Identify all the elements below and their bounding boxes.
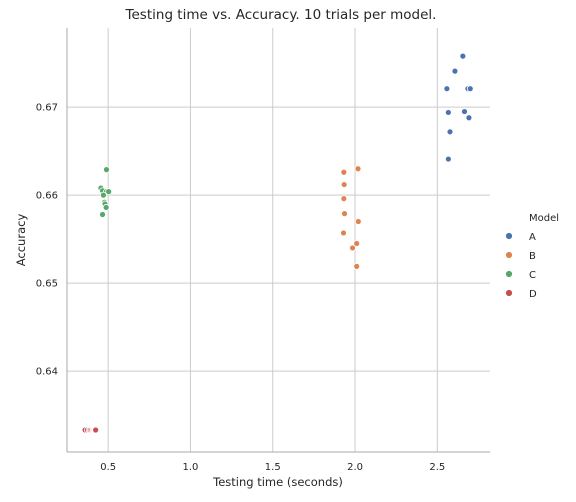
x-tick-label: 1.5 bbox=[265, 462, 281, 473]
data-point-model-b bbox=[340, 195, 348, 203]
data-point-model-b bbox=[354, 165, 362, 173]
legend-title: Model bbox=[529, 213, 559, 224]
legend-label-c: C bbox=[529, 270, 536, 281]
data-point-model-c bbox=[99, 211, 106, 218]
x-tick-label: 0.5 bbox=[100, 462, 116, 473]
data-points bbox=[81, 52, 474, 434]
data-point-model-a bbox=[443, 85, 451, 93]
x-tick-label: 2.0 bbox=[347, 462, 363, 473]
data-point-model-b bbox=[353, 262, 361, 270]
data-point-model-a bbox=[451, 67, 459, 75]
y-tick-label: 0.65 bbox=[36, 279, 58, 290]
x-tick-label: 1.0 bbox=[182, 462, 198, 473]
data-point-model-c bbox=[99, 191, 107, 199]
legend-marker-a bbox=[505, 232, 513, 240]
data-point-model-a bbox=[465, 114, 473, 122]
data-point-model-b bbox=[349, 244, 356, 252]
data-point-model-b bbox=[340, 168, 348, 176]
x-tick-label: 2.5 bbox=[429, 462, 445, 473]
y-tick-label: 0.64 bbox=[36, 367, 58, 378]
data-point-model-a bbox=[466, 85, 474, 93]
data-point-model-c bbox=[102, 204, 110, 211]
data-point-model-a bbox=[444, 109, 452, 116]
legend-marker-d bbox=[505, 289, 513, 297]
x-axis-label: Testing time (seconds) bbox=[212, 475, 343, 489]
grid-lines bbox=[67, 28, 490, 452]
data-point-model-b bbox=[340, 181, 348, 188]
data-point-model-c bbox=[103, 166, 110, 174]
tick-labels: 0.5 1.0 1.5 2.0 2.5 0.64 0.65 0.66 0.67 bbox=[36, 103, 446, 473]
data-point-model-d bbox=[92, 426, 100, 434]
data-point-model-b bbox=[340, 229, 347, 237]
y-tick-label: 0.66 bbox=[36, 191, 58, 202]
y-axis-label: Accuracy bbox=[14, 214, 28, 267]
data-point-model-b bbox=[354, 218, 362, 225]
data-point-model-a bbox=[446, 128, 454, 136]
legend-marker-b bbox=[505, 251, 513, 259]
y-tick-label: 0.67 bbox=[36, 103, 58, 114]
data-point-model-a bbox=[444, 155, 452, 163]
chart-title: Testing time vs. Accuracy. 10 trials per… bbox=[125, 7, 437, 23]
data-point-model-a bbox=[459, 52, 467, 60]
data-point-model-c bbox=[105, 188, 113, 196]
legend-label-b: B bbox=[529, 251, 536, 262]
data-point-model-a bbox=[461, 108, 468, 115]
data-point-model-b bbox=[341, 210, 348, 218]
legend-marker-c bbox=[505, 270, 513, 278]
legend-label-d: D bbox=[529, 289, 537, 300]
legend-label-a: A bbox=[529, 232, 536, 243]
data-point-model-b bbox=[353, 240, 361, 247]
